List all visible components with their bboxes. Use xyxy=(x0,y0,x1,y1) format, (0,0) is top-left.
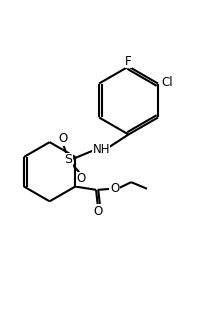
Text: NH: NH xyxy=(92,143,110,156)
Text: Cl: Cl xyxy=(161,76,173,89)
Text: O: O xyxy=(110,182,119,195)
Text: O: O xyxy=(58,132,67,145)
Text: S: S xyxy=(64,153,72,166)
Text: O: O xyxy=(93,205,102,218)
Text: O: O xyxy=(76,173,86,186)
Text: F: F xyxy=(125,54,132,67)
